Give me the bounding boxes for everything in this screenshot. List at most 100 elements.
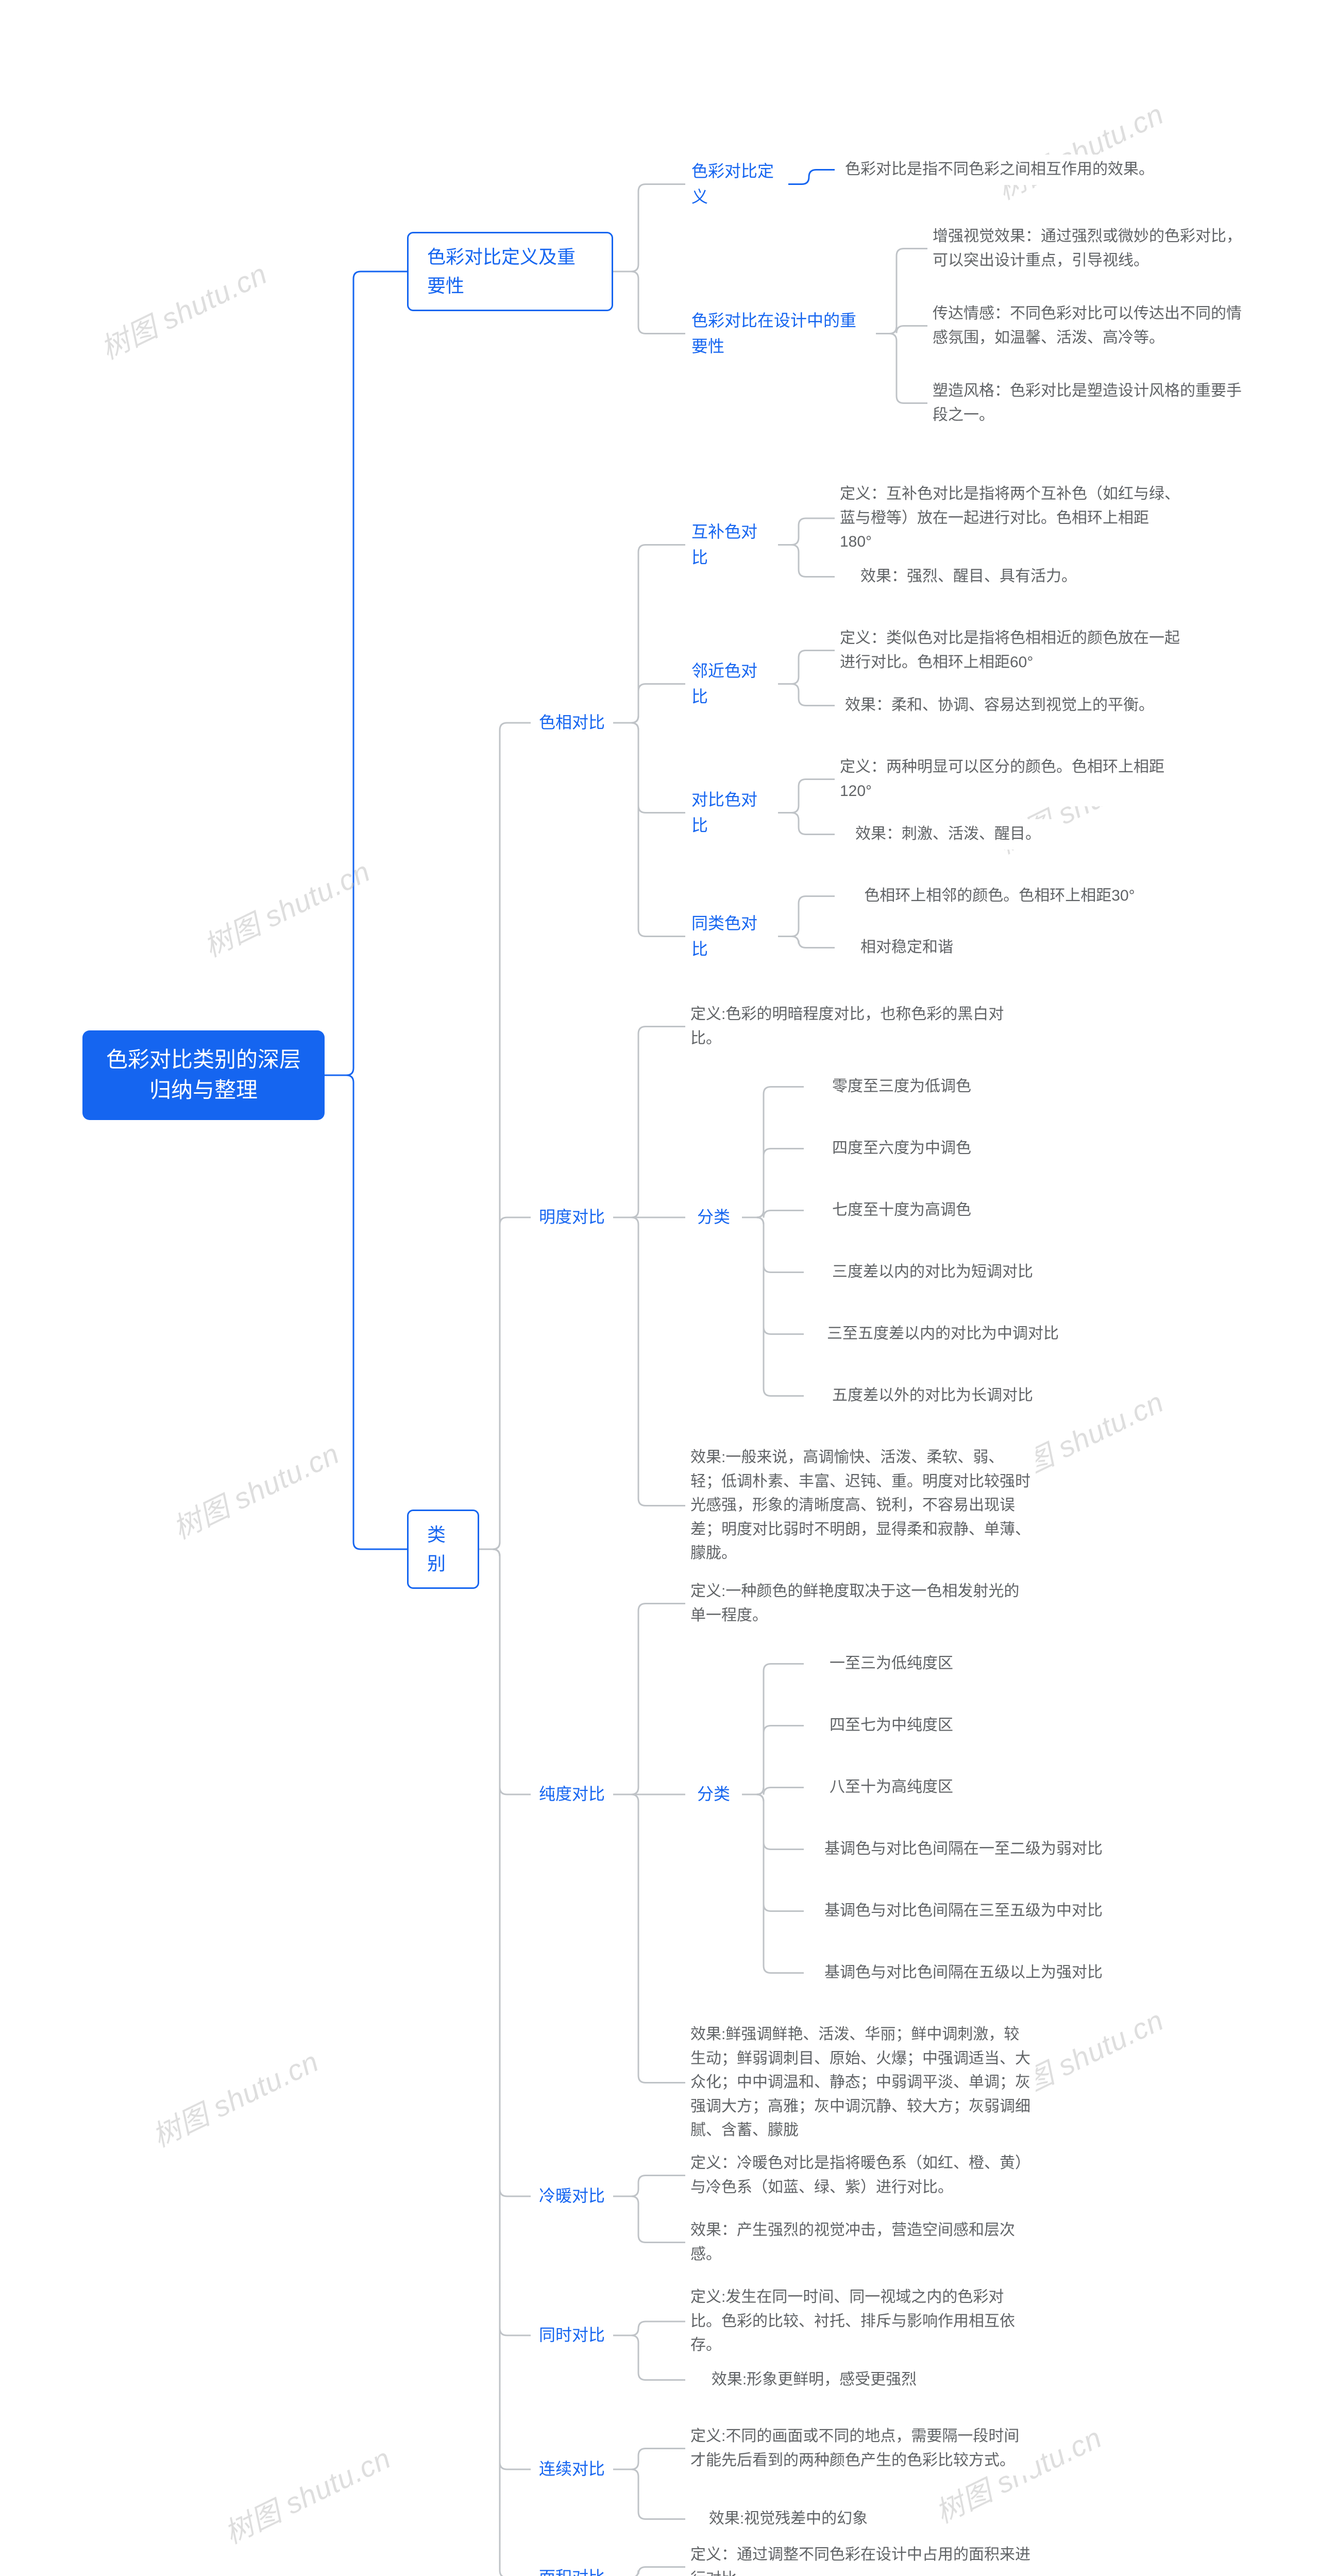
- connector: [778, 518, 835, 545]
- connector: [778, 651, 835, 684]
- node-c1c2[interactable]: 效果：刺激、活泼、醒目。: [835, 819, 1061, 850]
- connector: [613, 684, 685, 723]
- mindmap-canvas: 树图 shutu.cn 树图 shutu.cn 树图 shutu.cn 树图 shut…: [0, 0, 1319, 2576]
- connector: [742, 1149, 804, 1218]
- connector: [742, 1087, 804, 1218]
- node-c3b5[interactable]: 基调色与对比色间隔在三至五级为中对比: [804, 1896, 1123, 1926]
- connector: [613, 1794, 685, 2083]
- node-c6b[interactable]: 效果:视觉残差中的幻象: [685, 2504, 891, 2534]
- node-c1c1[interactable]: 定义：两种明显可以区分的颜色。色相环上相距120°: [835, 752, 1185, 806]
- connector: [742, 1217, 804, 1273]
- node-c5[interactable]: 同时对比: [531, 2318, 613, 2352]
- connector: [325, 272, 407, 1075]
- connector: [742, 1726, 804, 1795]
- connector: [479, 1217, 531, 1549]
- node-c1a2[interactable]: 效果：强烈、醒目、具有活力。: [835, 562, 1103, 592]
- node-c2b2[interactable]: 四度至六度为中调色: [804, 1133, 1000, 1164]
- connector: [778, 779, 835, 813]
- connector: [479, 1549, 531, 2576]
- connector: [325, 1075, 407, 1549]
- node-c3c[interactable]: 效果:鲜强调鲜艳、活泼、华丽；鲜中调刺激，较生动；鲜弱调刺目、原始、火爆；中强调…: [685, 2020, 1036, 2146]
- watermark: 树图 shutu.cn: [216, 2435, 397, 2552]
- watermark: 树图 shutu.cn: [144, 2039, 325, 2155]
- node-c3[interactable]: 纯度对比: [531, 1777, 613, 1811]
- connector: [742, 1217, 804, 1334]
- node-c2b6[interactable]: 五度差以外的对比为长调对比: [804, 1381, 1061, 1411]
- node-c1b1[interactable]: 定义：类似色对比是指将色相相近的颜色放在一起进行对比。色相环上相距60°: [835, 623, 1185, 677]
- connector: [742, 1664, 804, 1795]
- node-c1d2[interactable]: 相对稳定和谐: [835, 933, 979, 963]
- node-c2c[interactable]: 效果:一般来说，高调愉快、活泼、柔软、弱、轻；低调朴素、丰富、迟钝、重。明度对比…: [685, 1443, 1036, 1569]
- node-c4a[interactable]: 定义：冷暖色对比是指将暖色系（如红、橙、黄）与冷色系（如蓝、绿、紫）进行对比。: [685, 2148, 1036, 2202]
- node-c2a[interactable]: 定义:色彩的明暗程度对比，也称色彩的黑白对比。: [685, 999, 1036, 1054]
- node-c1a[interactable]: 互补色对比: [685, 515, 778, 574]
- connector: [613, 2335, 685, 2380]
- node-c3b4[interactable]: 基调色与对比色间隔在一至二级为弱对比: [804, 1834, 1123, 1865]
- connector: [876, 334, 927, 403]
- watermark: 树图 shutu.cn: [93, 251, 273, 367]
- node-c3b1[interactable]: 一至三为低纯度区: [804, 1649, 979, 1679]
- node-c3b3[interactable]: 八至十为高纯度区: [804, 1772, 979, 1803]
- node-b1b3[interactable]: 塑造风格：色彩对比是塑造设计风格的重要手段之一。: [927, 376, 1257, 430]
- connector: [876, 249, 927, 334]
- connector: [479, 1549, 531, 1794]
- connector: [613, 2567, 685, 2576]
- connector: [778, 813, 835, 835]
- node-c2[interactable]: 明度对比: [531, 1200, 613, 1234]
- connector: [479, 1549, 531, 2335]
- connector: [613, 2176, 685, 2197]
- node-c2b[interactable]: 分类: [685, 1200, 742, 1234]
- connector: [742, 1794, 804, 1973]
- node-c3b[interactable]: 分类: [685, 1777, 742, 1811]
- connector: [613, 2449, 685, 2470]
- node-c2b1[interactable]: 零度至三度为低调色: [804, 1072, 1000, 1102]
- node-c3a[interactable]: 定义:一种颜色的鲜艳度取决于这一色相发射光的单一程度。: [685, 1577, 1036, 1631]
- node-c6[interactable]: 连续对比: [531, 2452, 613, 2486]
- node-b2[interactable]: 类别: [407, 1510, 479, 1589]
- connector: [479, 1549, 531, 2469]
- node-c2b5[interactable]: 三至五度差以内的对比为中调对比: [804, 1319, 1082, 1349]
- node-b1b2[interactable]: 传达情感：不同色彩对比可以传达出不同的情感氛围，如温馨、活泼、高冷等。: [927, 299, 1257, 353]
- node-c3b6[interactable]: 基调色与对比色间隔在五级以上为强对比: [804, 1958, 1123, 1988]
- node-c1d[interactable]: 同类色对比: [685, 907, 778, 966]
- node-c1b[interactable]: 邻近色对比: [685, 654, 778, 714]
- node-b1a[interactable]: 色彩对比定义: [685, 155, 788, 214]
- connector: [613, 545, 685, 723]
- node-c1b2[interactable]: 效果：柔和、协调、容易达到视觉上的平衡。: [835, 690, 1164, 721]
- connector: [613, 2469, 685, 2519]
- node-b1b1[interactable]: 增强视觉效果：通过强烈或微妙的色彩对比，可以突出设计重点，引导视线。: [927, 222, 1257, 276]
- node-root[interactable]: 色彩对比类别的深层归纳与整理: [82, 1030, 325, 1120]
- connector: [778, 545, 835, 577]
- connector: [742, 1210, 804, 1218]
- connector: [876, 326, 927, 334]
- node-c4[interactable]: 冷暖对比: [531, 2179, 613, 2213]
- node-b1[interactable]: 色彩对比定义及重要性: [407, 232, 613, 311]
- connector: [742, 1787, 804, 1795]
- connector: [613, 2196, 685, 2243]
- node-c1a1[interactable]: 定义：互补色对比是指将两个互补色（如红与绿、蓝与橙等）放在一起进行对比。色相环上…: [835, 479, 1185, 557]
- node-c1d1[interactable]: 色相环上相邻的颜色。色相环上相距30°: [835, 881, 1164, 911]
- connector: [742, 1217, 804, 1396]
- node-c6a[interactable]: 定义:不同的画面或不同的地点，需要隔一段时间才能先后看到的两种颜色产生的色彩比较…: [685, 2421, 1036, 2476]
- node-c5a[interactable]: 定义:发生在同一时间、同一视域之内的色彩对比。色彩的比较、衬托、排斥与影响作用相…: [685, 2282, 1036, 2361]
- connector: [613, 1604, 685, 1795]
- node-c4b[interactable]: 效果：产生强烈的视觉冲击，营造空间感和层次感。: [685, 2215, 1036, 2269]
- connector: [778, 896, 835, 937]
- node-c7a[interactable]: 定义：通过调整不同色彩在设计中占用的面积来进行对比。: [685, 2540, 1036, 2576]
- node-c1[interactable]: 色相对比: [531, 706, 613, 740]
- node-b1a1[interactable]: 色彩对比是指不同色彩之间相互作用的效果。: [835, 155, 1164, 185]
- node-c2b3[interactable]: 七度至十度为高调色: [804, 1195, 1000, 1226]
- node-c7[interactable]: 面积对比: [531, 2561, 613, 2576]
- connector: [613, 2321, 685, 2335]
- connector: [613, 723, 685, 813]
- connector: [613, 184, 685, 272]
- node-c3b2[interactable]: 四至七为中纯度区: [804, 1710, 979, 1741]
- connector: [742, 1794, 804, 1850]
- watermark: 树图 shutu.cn: [989, 91, 1170, 208]
- node-c1c[interactable]: 对比色对比: [685, 783, 778, 842]
- node-c2b4[interactable]: 三度差以内的对比为短调对比: [804, 1257, 1061, 1287]
- connector: [778, 684, 835, 706]
- connector: [613, 272, 685, 334]
- node-c5b[interactable]: 效果:形象更鲜明，感受更强烈: [685, 2365, 943, 2395]
- node-b1b[interactable]: 色彩对比在设计中的重要性: [685, 304, 876, 363]
